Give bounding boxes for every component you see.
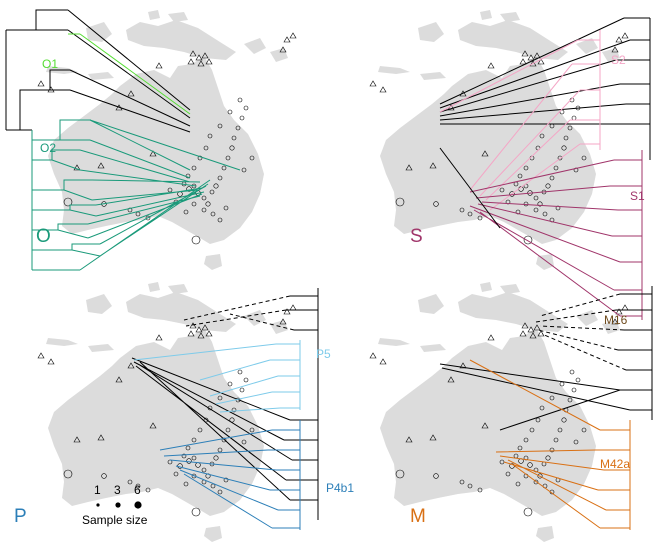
clade-label-O1: O1 <box>42 57 58 71</box>
tree-O <box>5 9 241 271</box>
tree-M <box>439 286 653 530</box>
legend-size-1: 1 <box>94 483 101 497</box>
legend-title: Sample size <box>82 513 148 527</box>
clade-label-M16: M16 <box>604 313 628 327</box>
panel-label-S: S <box>410 226 423 247</box>
legend-size-6: 6 <box>134 483 141 497</box>
map-panel-M <box>369 282 629 542</box>
clade-label-P5: P5 <box>316 347 331 361</box>
sample-size-legend: 1 3 6 Sample size <box>82 483 148 527</box>
clade-label-M42a: M42a <box>600 457 630 471</box>
tree-S <box>439 17 651 320</box>
panel-label-P: P <box>14 506 27 527</box>
legend-size-3: 3 <box>114 483 121 497</box>
clade-label-O2: O2 <box>40 141 56 155</box>
clade-label-P4b1: P4b1 <box>326 481 354 495</box>
clade-label-S1: S1 <box>630 189 645 203</box>
panel-label-O: O <box>36 226 51 247</box>
clade-label-S2: S2 <box>611 53 626 67</box>
panel-label-M: M <box>410 506 426 527</box>
tree-P <box>131 288 319 530</box>
